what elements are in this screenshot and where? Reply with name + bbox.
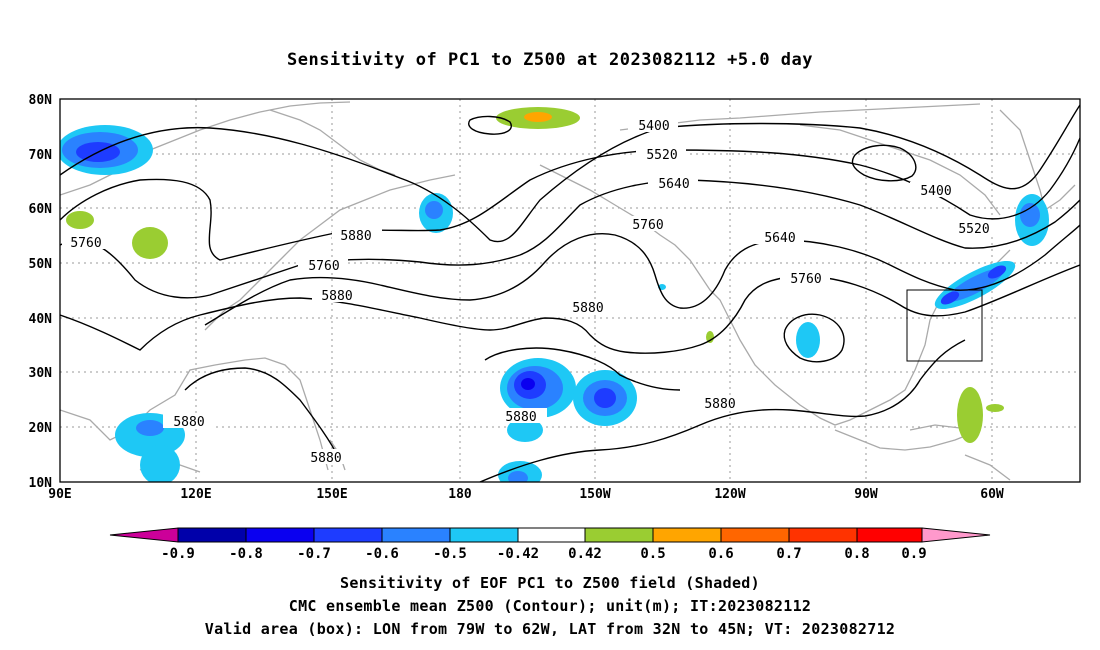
- colorbar-label: 0.42: [568, 546, 602, 562]
- shaded-sensitivity: [60, 107, 1049, 482]
- lat-label: 60N: [29, 202, 53, 217]
- colorbar-label: 0.6: [708, 546, 733, 562]
- colorbar-label: -0.8: [229, 546, 263, 562]
- colorbar-segment: [109, 527, 179, 543]
- colorbar-segment: [517, 527, 586, 543]
- caption-shaded: Sensitivity of EOF PC1 to Z500 field (Sh…: [340, 574, 760, 592]
- lon-label: 90E: [48, 487, 71, 502]
- lat-label: 10N: [29, 476, 53, 491]
- colorbar-label: -0.6: [365, 546, 399, 562]
- lon-label: 180: [448, 487, 472, 502]
- coastlines: [60, 101, 1076, 481]
- colorbar-label: 0.9: [901, 546, 926, 562]
- colorbar-label: 0.7: [776, 546, 801, 562]
- colorbar-segment: [381, 527, 451, 543]
- contour-label: 5520: [958, 222, 989, 237]
- lat-label: 80N: [29, 93, 53, 108]
- contour-label: 5640: [764, 231, 795, 246]
- z500-contours: [60, 104, 1080, 482]
- lat-label: 40N: [29, 312, 53, 327]
- colorbar-label: 0.5: [640, 546, 665, 562]
- colorbar-label: -0.9: [161, 546, 195, 562]
- colorbar-label: -0.42: [497, 546, 539, 562]
- colorbar-segment: [177, 527, 247, 543]
- lon-label: 60W: [980, 487, 1004, 502]
- caption-contour: CMC ensemble mean Z500 (Contour); unit(m…: [288, 597, 812, 615]
- lon-label: 150E: [316, 487, 347, 502]
- contour-label: 5880: [704, 397, 735, 412]
- contour-label: 5880: [572, 301, 603, 316]
- contour-label: 5760: [308, 259, 339, 274]
- colorbar-segment: [313, 527, 383, 543]
- lon-label: 150W: [579, 487, 610, 502]
- longitude-labels: 90E 120E 150E 180 150W 120W 90W 60W: [48, 487, 1004, 502]
- lat-label: 30N: [29, 366, 53, 381]
- plot-frame: [59, 98, 1081, 483]
- colorbar-segment: [584, 527, 654, 543]
- contour-label: 5880: [505, 410, 536, 425]
- contour-label: 5880: [321, 289, 352, 304]
- contour-label: 5760: [632, 218, 663, 233]
- latitude-labels: 80N 70N 60N 50N 40N 30N 20N 10N: [29, 93, 53, 491]
- colorbar-segment: [245, 527, 315, 543]
- contour-label: 5760: [70, 236, 101, 251]
- contour-labels: 5400 5520 5640 5760 5880 5400 5520 5640 …: [62, 117, 998, 466]
- lon-label: 120E: [180, 487, 211, 502]
- colorbar-label: -0.5: [433, 546, 467, 562]
- lon-label: 90W: [854, 487, 878, 502]
- colorbar-segment: [856, 527, 923, 543]
- contour-label: 5880: [340, 229, 371, 244]
- contour-label: 5760: [790, 272, 821, 287]
- contour-label: 5640: [658, 177, 689, 192]
- colorbar-label: 0.8: [844, 546, 869, 562]
- colorbar-segment: [720, 527, 790, 543]
- colorbar: [109, 527, 991, 543]
- contour-label: 5880: [310, 451, 341, 466]
- contour-label: 5880: [173, 415, 204, 430]
- colorbar-segment: [652, 527, 722, 543]
- colorbar-segment: [921, 527, 991, 543]
- map-title: Sensitivity of PC1 to Z500 at 2023082112…: [286, 50, 813, 70]
- colorbar-labels: -0.9 -0.8 -0.7 -0.6 -0.5 -0.42 0.42 0.5 …: [161, 546, 927, 562]
- lon-label: 120W: [714, 487, 745, 502]
- colorbar-label: -0.7: [297, 546, 331, 562]
- lat-label: 50N: [29, 257, 53, 272]
- contour-label: 5400: [920, 184, 951, 199]
- map-gridlines: [60, 99, 1080, 482]
- colorbar-segment: [449, 527, 519, 543]
- valid-area-box: [906, 289, 983, 362]
- contour-label: 5400: [638, 119, 669, 134]
- lat-label: 20N: [29, 421, 53, 436]
- colorbar-segment: [788, 527, 858, 543]
- contour-label: 5520: [646, 148, 677, 163]
- lat-label: 70N: [29, 148, 53, 163]
- caption-valid-area: Valid area (box): LON from 79W to 62W, L…: [204, 620, 896, 638]
